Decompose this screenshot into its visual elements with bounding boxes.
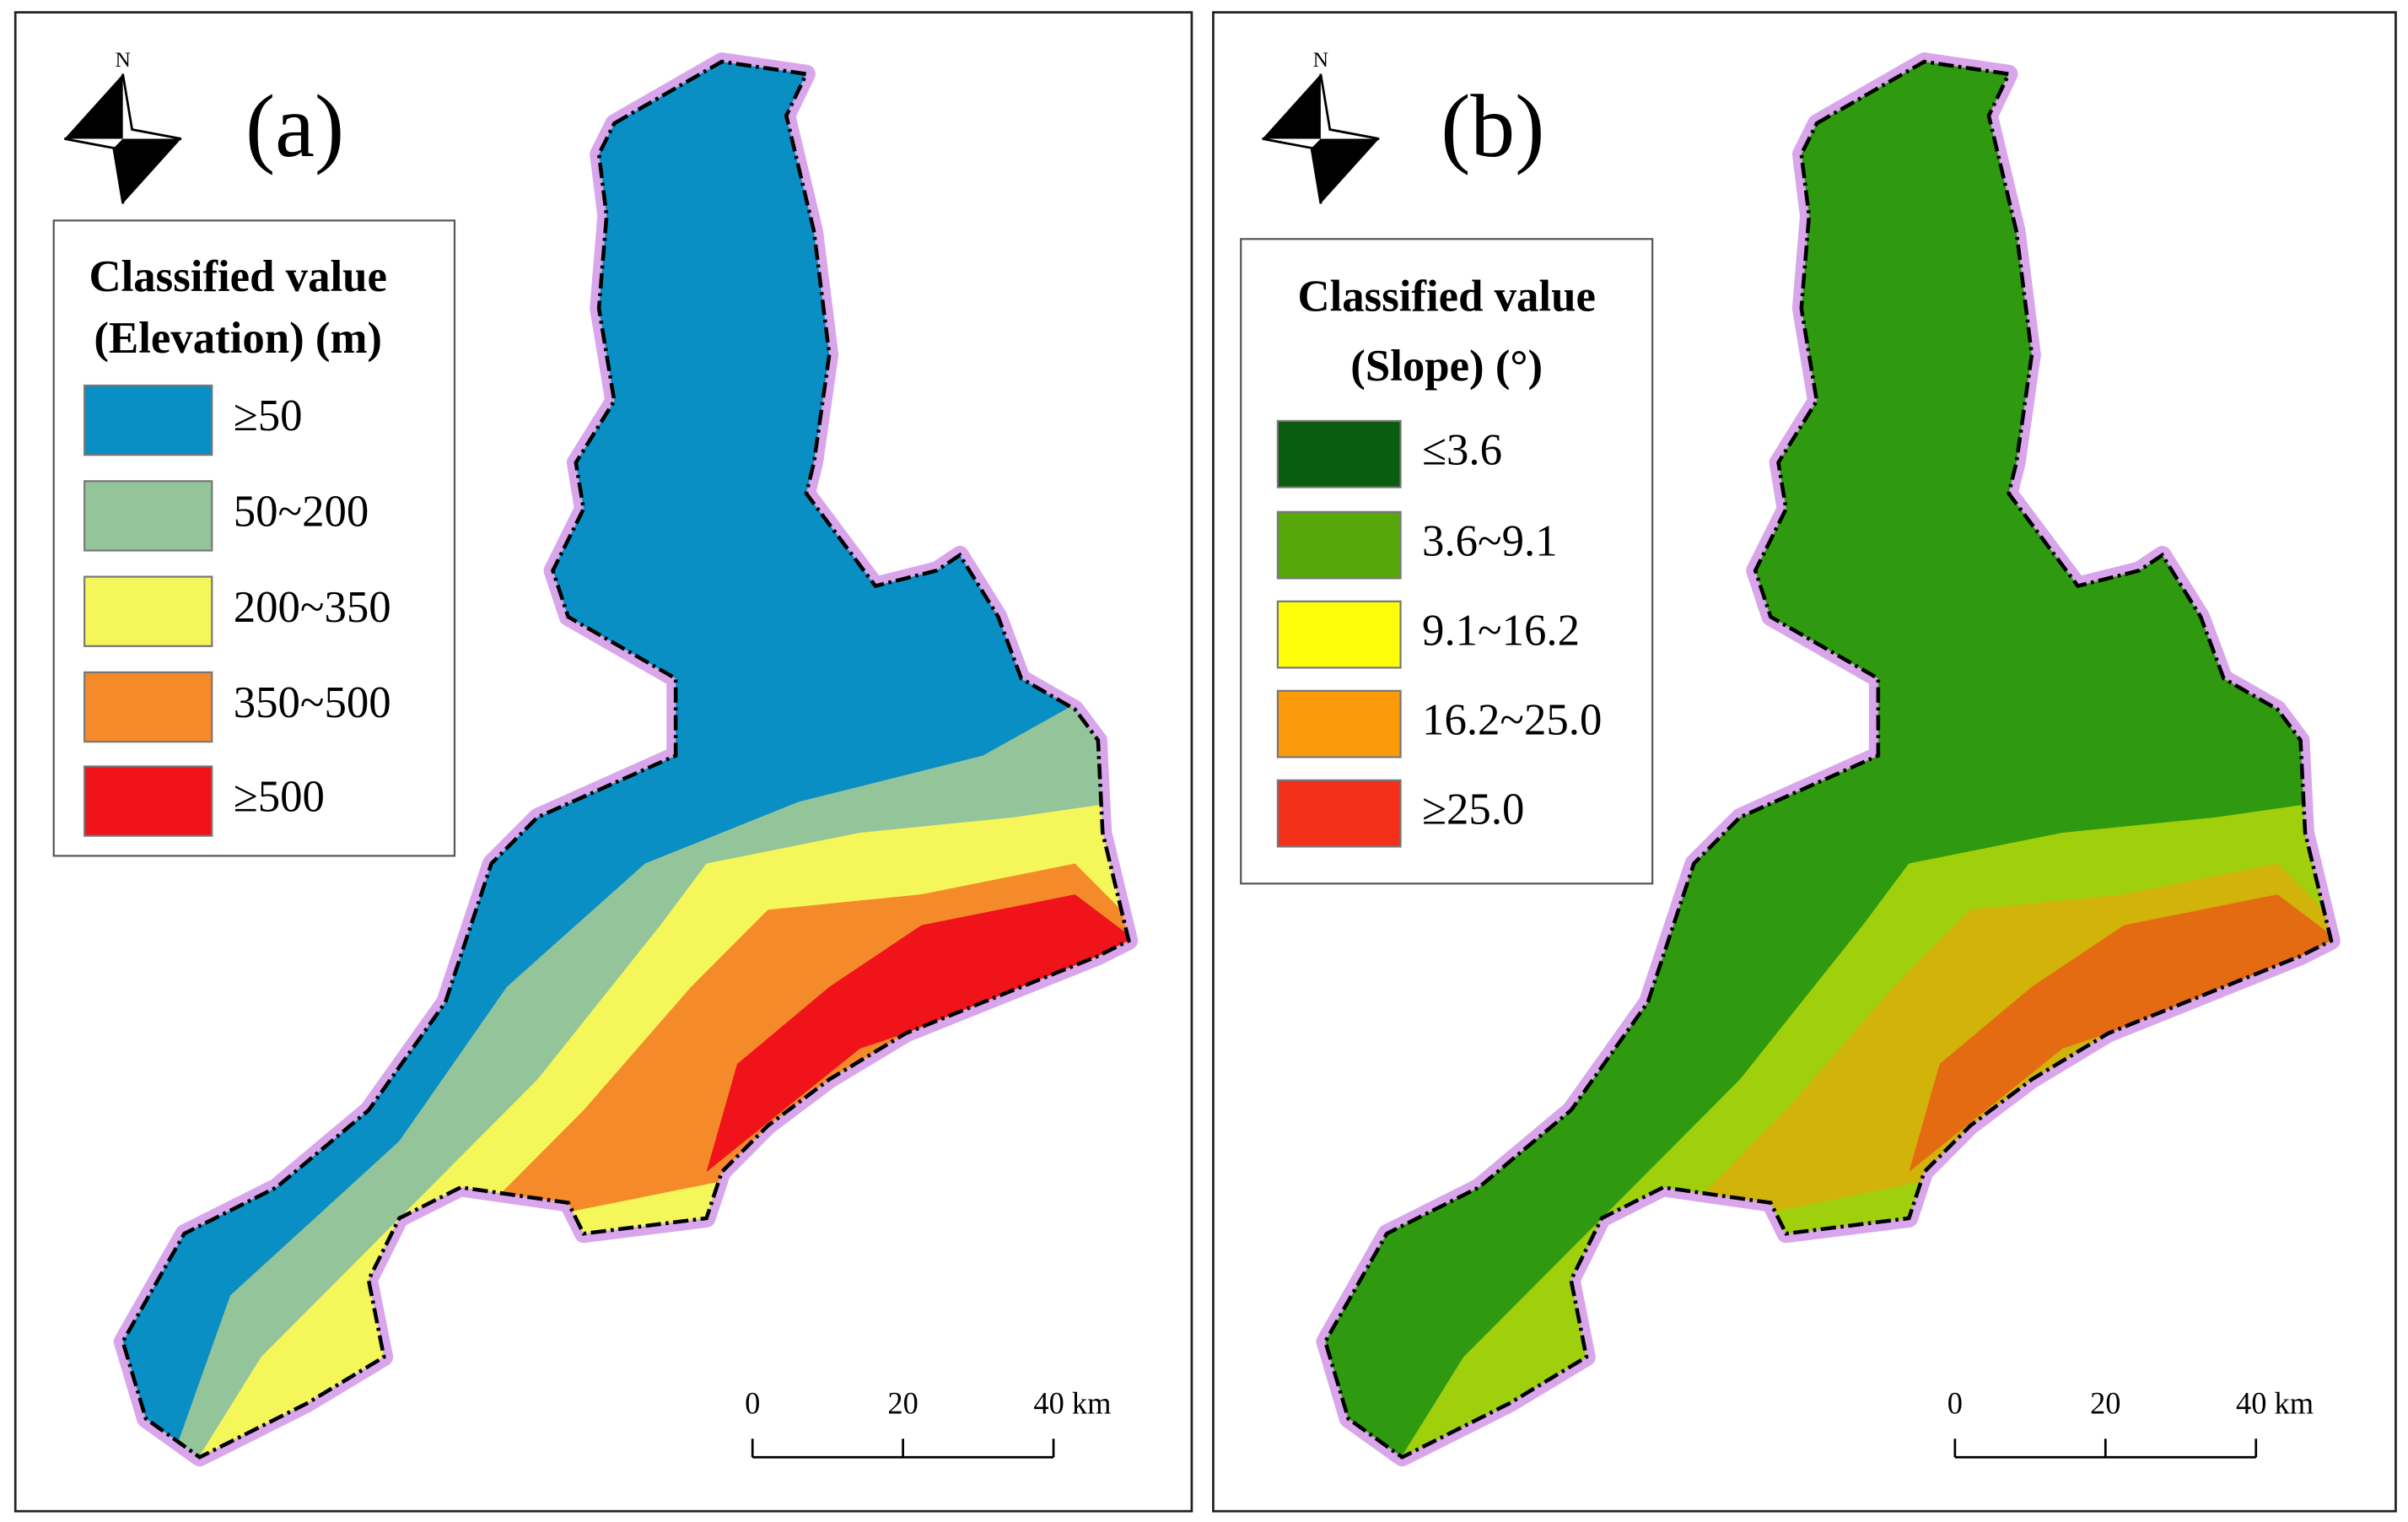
panel-border <box>1212 11 2397 1513</box>
legend-swatch <box>83 575 213 647</box>
legend-swatch <box>83 671 213 743</box>
north-label: N <box>1313 47 1328 72</box>
terrain-zone <box>706 894 1129 1173</box>
panel-label: (a) <box>245 77 344 175</box>
map-panel: N (a) Classified value (Elevation) (m) ≥50 50… <box>13 11 1193 1513</box>
terrain-zone <box>1909 894 2331 1173</box>
legend-swatch <box>83 765 213 837</box>
scale-label: 20 <box>2090 1385 2120 1420</box>
panel-label: (b) <box>1441 77 1544 175</box>
scale-label: 40 km <box>2236 1385 2314 1420</box>
legend-label: ≥25.0 <box>1422 785 1524 834</box>
map-panel: N (b) Classified value (Slope) (°) ≤3.6 3.6~9… <box>1212 11 2397 1513</box>
scale-label: 0 <box>1947 1385 1963 1420</box>
legend-swatch <box>83 384 213 456</box>
scale-label: 20 <box>887 1385 918 1420</box>
legend-title: (Elevation) (m) <box>94 314 382 363</box>
legend-label: 9.1~16.2 <box>1422 606 1580 655</box>
legend-swatch <box>1276 689 1402 758</box>
north-label: N <box>115 47 130 72</box>
legend-label: ≥500 <box>234 773 325 822</box>
panel-border <box>13 11 1193 1513</box>
legend-title: Classified value <box>1297 272 1595 321</box>
legend-label: 350~500 <box>234 678 391 727</box>
legend-swatch <box>1276 510 1402 580</box>
north-arrow-shade <box>64 73 181 204</box>
legend-label: ≥50 <box>234 391 303 440</box>
scale-label: 40 km <box>1033 1385 1111 1420</box>
legend-swatch <box>1276 600 1402 669</box>
legend-swatch <box>1276 419 1402 488</box>
legend-label: 3.6~9.1 <box>1422 516 1558 565</box>
legend-title: Classified value <box>89 252 387 301</box>
legend-title: (Slope) (°) <box>1350 342 1543 391</box>
scale-label: 0 <box>745 1385 760 1420</box>
legend-label: ≤3.6 <box>1422 425 1502 474</box>
north-arrow-shade <box>1262 73 1380 204</box>
legend-swatch <box>83 480 213 552</box>
legend-label: 16.2~25.0 <box>1422 695 1602 744</box>
legend-label: 50~200 <box>234 487 369 536</box>
legend-swatch <box>1276 779 1402 848</box>
legend-label: 200~350 <box>234 583 391 632</box>
